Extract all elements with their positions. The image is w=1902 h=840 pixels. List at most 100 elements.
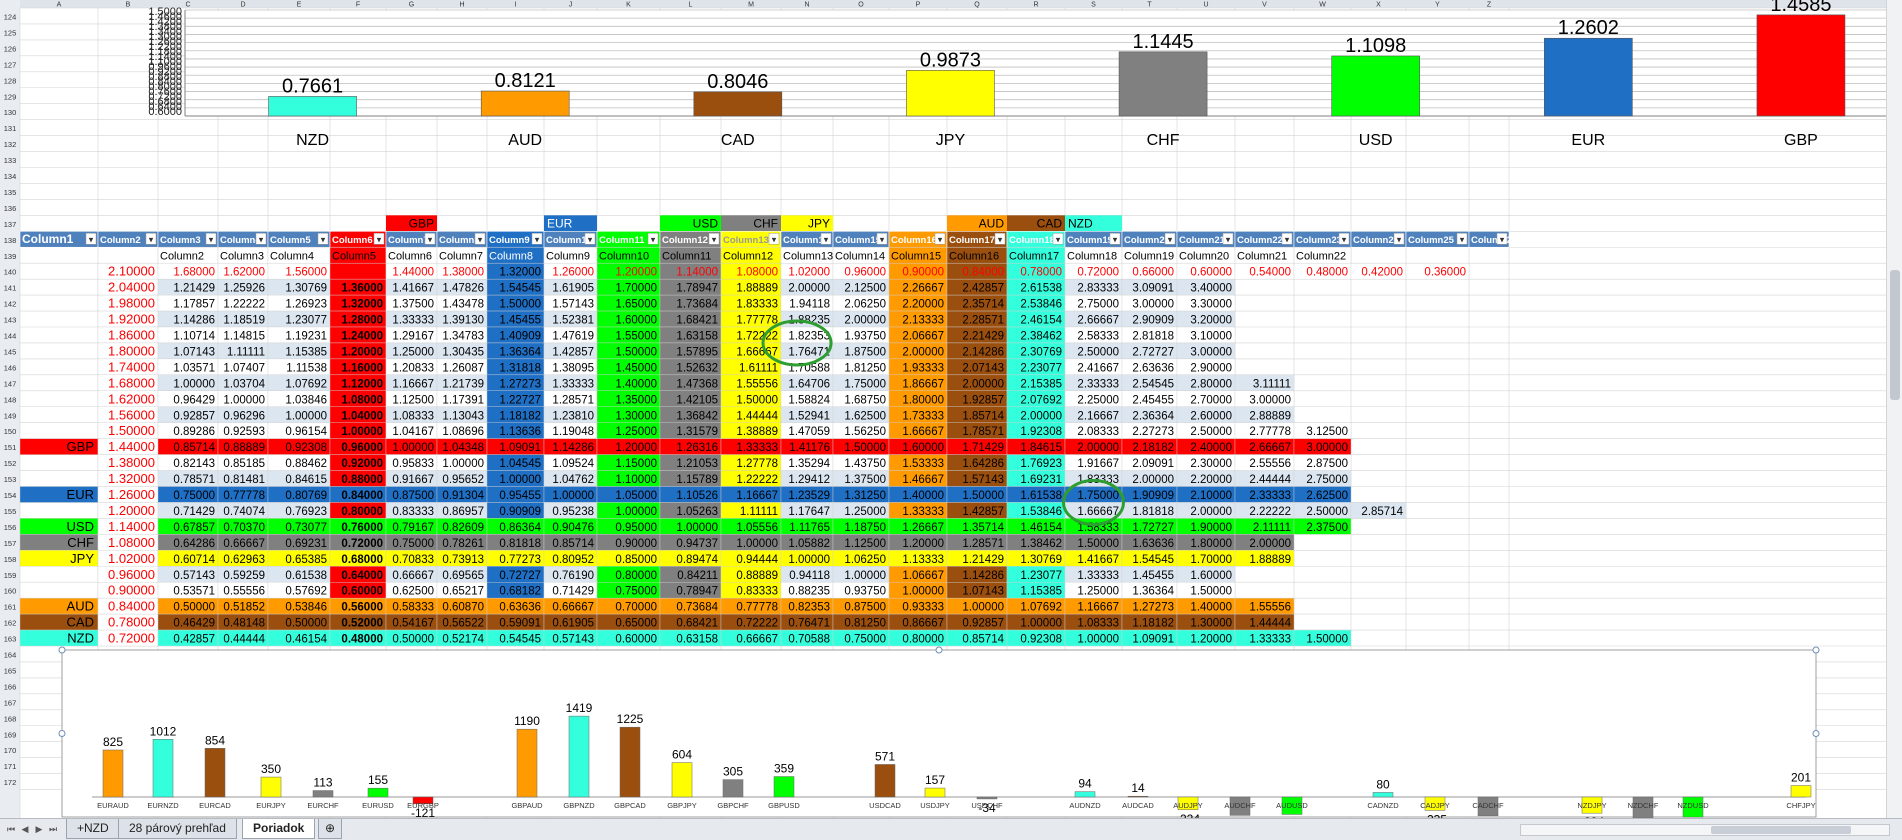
row-header-145[interactable]: 145 xyxy=(4,347,17,356)
filter-dropdown-icon[interactable] xyxy=(85,233,97,245)
column-header-F[interactable]: F xyxy=(356,2,360,9)
data-cell[interactable] xyxy=(1293,518,1352,535)
row-header-137[interactable]: 137 xyxy=(4,220,17,229)
chart-bar-aud[interactable] xyxy=(480,90,570,117)
data-cell[interactable] xyxy=(1350,502,1407,519)
filter-dropdown-icon[interactable] xyxy=(145,233,157,245)
chart-bar-usd[interactable] xyxy=(1331,55,1420,117)
row-header-149[interactable]: 149 xyxy=(4,411,17,420)
filter-dropdown-icon[interactable] xyxy=(373,233,385,245)
pair-bar-gbpchf[interactable] xyxy=(722,779,744,798)
data-cell[interactable] xyxy=(1405,263,1470,280)
chart-bar-cad[interactable] xyxy=(693,91,783,117)
column-header-P[interactable]: P xyxy=(916,2,921,9)
row-header-124[interactable]: 124 xyxy=(4,13,17,22)
row-header-134[interactable]: 134 xyxy=(4,172,17,181)
pair-bar-gbpnzd[interactable] xyxy=(568,715,590,798)
column-header-M[interactable]: M xyxy=(748,2,754,9)
filter-dropdown-icon[interactable] xyxy=(708,233,720,245)
row-header-136[interactable]: 136 xyxy=(4,204,17,213)
insert-sheet-icon[interactable]: ⊕ xyxy=(318,819,343,839)
row-header-142[interactable]: 142 xyxy=(4,300,17,309)
chart-bar-gbp[interactable] xyxy=(1756,14,1846,117)
filter-dropdown-icon[interactable] xyxy=(768,233,780,245)
row-header-127[interactable]: 127 xyxy=(4,60,17,69)
first-sheet-icon[interactable]: ⏮ xyxy=(6,824,16,834)
chart-bar-chf[interactable] xyxy=(1118,51,1208,117)
filter-dropdown-icon[interactable] xyxy=(205,233,217,245)
filter-dropdown-icon[interactable] xyxy=(994,233,1006,245)
chart-resize-handle[interactable] xyxy=(1812,646,1820,654)
chart-bar-eur[interactable] xyxy=(1544,37,1633,117)
column-header-E[interactable]: E xyxy=(297,2,302,9)
filter-dropdown-icon[interactable] xyxy=(1109,233,1121,245)
filter-dropdown-icon[interactable] xyxy=(1222,233,1234,245)
row-header-130[interactable]: 130 xyxy=(4,108,17,117)
row-header-125[interactable]: 125 xyxy=(4,28,17,37)
pair-bar-nzdchf[interactable] xyxy=(1632,796,1654,818)
row-header-158[interactable]: 158 xyxy=(4,555,17,564)
filter-dropdown-icon[interactable] xyxy=(317,233,329,245)
pair-bar-eurchf[interactable] xyxy=(312,790,334,798)
row-header-147[interactable]: 147 xyxy=(4,379,17,388)
column-header-N[interactable]: N xyxy=(804,2,809,9)
pair-bar-chfjpy[interactable] xyxy=(1790,785,1812,798)
horizontal-scrollbar[interactable] xyxy=(1520,824,1890,836)
row-header-151[interactable]: 151 xyxy=(4,443,17,452)
pair-bar-gbpaud[interactable] xyxy=(516,728,538,798)
spreadsheet-grid[interactable]: A B C D E F G H I J K L M N O P Q R S T U V W X Y Z 124 125 126 127 12… xyxy=(0,0,1886,818)
row-header-146[interactable]: 146 xyxy=(4,363,17,372)
row-header-150[interactable]: 150 xyxy=(4,427,17,436)
chart-bar-jpy[interactable] xyxy=(906,70,995,117)
row-header-170[interactable]: 170 xyxy=(4,746,17,755)
pair-bar-gbpusd[interactable] xyxy=(773,776,795,798)
column-header-C[interactable]: C xyxy=(185,2,190,9)
row-header-141[interactable]: 141 xyxy=(4,284,17,293)
pair-bar-eurjpy[interactable] xyxy=(260,776,282,798)
vertical-scrollbar[interactable] xyxy=(1886,0,1902,818)
chart-resize-handle[interactable] xyxy=(1812,730,1820,737)
pair-bar-eurusd[interactable] xyxy=(367,787,389,798)
filter-dropdown-icon[interactable] xyxy=(876,233,888,245)
filter-dropdown-icon[interactable] xyxy=(474,233,486,245)
pair-performance-chart[interactable]: 825 EURAUD 1012 EURNZD 854 EURCAD 350 EURJPY 113… xyxy=(58,646,1820,818)
row-header-164[interactable]: 164 xyxy=(4,651,17,660)
row-header-153[interactable]: 153 xyxy=(4,475,17,484)
filter-dropdown-icon[interactable] xyxy=(1164,233,1176,245)
column-header-B[interactable]: B xyxy=(126,2,131,9)
row-header-143[interactable]: 143 xyxy=(4,316,17,325)
pair-bar-gbpjpy[interactable] xyxy=(671,762,693,798)
pair-bar-eurnzd[interactable] xyxy=(152,739,174,798)
row-header-131[interactable]: 131 xyxy=(4,124,17,133)
column-header-H[interactable]: H xyxy=(459,2,464,9)
pair-bar-audchf[interactable] xyxy=(1229,796,1251,816)
column-header-K[interactable]: K xyxy=(626,2,631,9)
row-header-163[interactable]: 163 xyxy=(4,635,17,644)
filter-dropdown-icon[interactable] xyxy=(820,233,832,245)
filter-dropdown-icon[interactable] xyxy=(647,233,659,245)
column-header-G[interactable]: G xyxy=(409,2,414,9)
row-header-139[interactable]: 139 xyxy=(4,252,17,261)
row-header-155[interactable]: 155 xyxy=(4,507,17,516)
row-header-172[interactable]: 172 xyxy=(4,778,17,787)
pair-bar-cadchf[interactable] xyxy=(1477,796,1499,817)
pair-bar-audjpy[interactable] xyxy=(1177,796,1199,811)
filter-dropdown-icon[interactable] xyxy=(1338,233,1350,245)
row-header-159[interactable]: 159 xyxy=(4,571,17,580)
pair-bar-euraud[interactable] xyxy=(102,749,124,798)
data-cell[interactable] xyxy=(1293,629,1352,647)
next-sheet-icon[interactable]: ▶ xyxy=(35,824,43,834)
filter-dropdown-icon[interactable] xyxy=(531,233,543,245)
column-header-A[interactable]: A xyxy=(57,2,62,9)
pair-bar-nzdjpy[interactable] xyxy=(1581,796,1603,814)
filter-dropdown-icon[interactable] xyxy=(1393,233,1405,245)
column-header-W[interactable]: W xyxy=(1319,2,1326,9)
row-header-152[interactable]: 152 xyxy=(4,459,17,468)
chart-bar-nzd[interactable] xyxy=(268,96,357,117)
row-header-128[interactable]: 128 xyxy=(4,76,17,85)
row-header-129[interactable]: 129 xyxy=(4,92,17,101)
row-header-160[interactable]: 160 xyxy=(4,587,17,596)
column-header-T[interactable]: T xyxy=(1147,2,1152,9)
pair-bar-cadnzd[interactable] xyxy=(1372,792,1394,798)
